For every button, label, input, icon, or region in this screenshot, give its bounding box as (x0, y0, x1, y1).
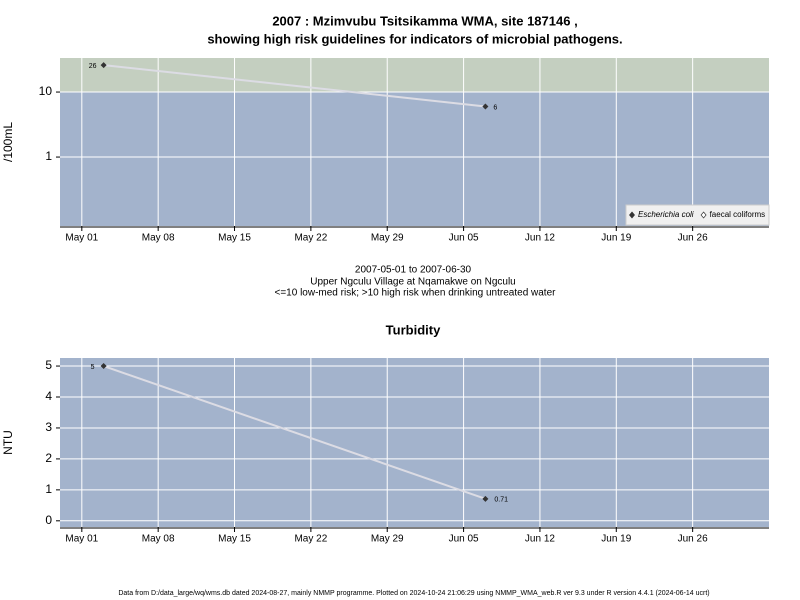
x-tick-label: May 29 (371, 233, 404, 244)
y-tick-label: 10 (39, 84, 53, 98)
note: 2007-05-01 to 2007-06-30 (355, 265, 472, 276)
x-tick-label: May 01 (65, 534, 98, 545)
legend-label: Escherichia coli (638, 210, 694, 219)
chart-title: 2007 : Mzimvubu Tsitsikamma WMA, site 18… (272, 13, 577, 28)
series-line (103, 64, 486, 108)
x-tick-label: Jun 19 (601, 233, 631, 244)
y-tick-label: 0 (45, 513, 52, 527)
x-tick-label: Jun 05 (449, 534, 479, 545)
x-tick-label: May 22 (294, 534, 327, 545)
x-tick-label: May 08 (142, 233, 175, 244)
chart-title: showing high risk guidelines for indicat… (207, 31, 622, 46)
y-tick-label: 1 (45, 482, 52, 496)
legend-box (625, 204, 770, 226)
data-label: 0.71 (494, 497, 508, 504)
x-tick-label: Jun 26 (678, 233, 708, 244)
series-line (103, 365, 486, 500)
y-tick-label: 2 (45, 451, 52, 465)
data-label: 6 (493, 104, 497, 111)
x-tick-label: May 01 (65, 233, 98, 244)
y-axis-label: NTU (1, 430, 15, 455)
high-risk-band (60, 58, 769, 93)
x-tick-label: May 15 (218, 534, 251, 545)
data-point (100, 363, 107, 370)
footer: Data from D:/data_large/wq/wms.db dated … (118, 590, 709, 597)
legend-label: faecal coliforms (710, 210, 766, 219)
data-point (482, 103, 489, 110)
y-tick-label: 3 (45, 420, 52, 434)
panel-title: Turbidity (386, 322, 441, 337)
x-tick-label: May 15 (218, 233, 251, 244)
y-tick-label: 1 (45, 149, 52, 163)
x-tick-label: Jun 12 (525, 233, 555, 244)
legend-marker (700, 211, 707, 219)
data-point (482, 495, 489, 502)
x-tick-label: Jun 19 (601, 534, 631, 545)
data-label: 5 (91, 364, 95, 371)
y-axis-label: /100mL (1, 122, 15, 162)
x-tick-label: Jun 12 (525, 534, 555, 545)
y-tick-label: 5 (45, 358, 52, 372)
note: Upper Ngculu Village at Nqamakwe on Ngcu… (310, 277, 515, 288)
x-tick-label: May 08 (142, 534, 175, 545)
legend-marker (629, 211, 635, 219)
x-tick-label: Jun 26 (678, 534, 708, 545)
x-tick-label: May 22 (294, 233, 327, 244)
note: <=10 low-med risk; >10 high risk when dr… (275, 288, 557, 299)
y-tick-label: 4 (45, 389, 52, 403)
data-label: 26 (89, 63, 97, 70)
plot-background (60, 358, 769, 527)
x-tick-label: May 29 (371, 534, 404, 545)
x-tick-label: Jun 05 (449, 233, 479, 244)
data-point (100, 62, 107, 69)
